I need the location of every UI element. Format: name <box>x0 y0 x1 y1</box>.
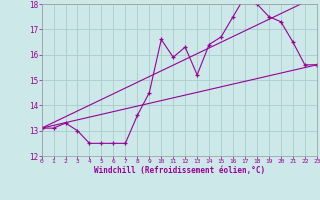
X-axis label: Windchill (Refroidissement éolien,°C): Windchill (Refroidissement éolien,°C) <box>94 166 265 175</box>
